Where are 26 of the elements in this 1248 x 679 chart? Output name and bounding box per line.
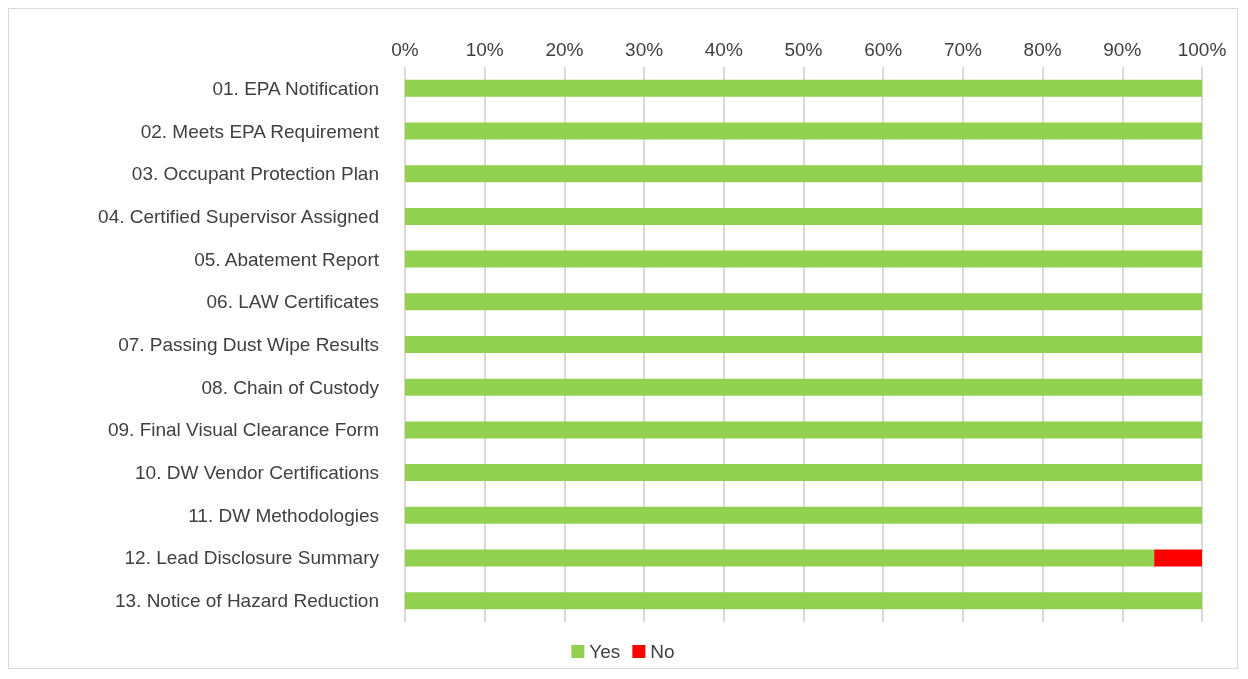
y-tick-label: 10. DW Vendor Certifications	[135, 462, 379, 484]
y-tick-label: 09. Final Visual Clearance Form	[107, 419, 379, 441]
x-tick-label: 70%	[943, 39, 983, 60]
y-tick-label: 04. Certified Supervisor Assigned	[98, 205, 379, 227]
x-tick-label: 60%	[864, 39, 903, 60]
x-tick-label: 100%	[1177, 39, 1227, 60]
y-tick-label: 13. Notice of Hazard Reduction	[114, 590, 379, 612]
y-tick-label: 05. Abatement Report	[194, 248, 380, 270]
x-tick-label: 90%	[1103, 39, 1142, 60]
x-tick-label: 80%	[1023, 39, 1062, 60]
y-tick-label: 12. Lead Disclosure Summary	[124, 547, 380, 569]
legend-label: Yes	[589, 641, 621, 662]
y-tick-label: 07. Passing Dust Wipe Results	[118, 334, 379, 355]
x-tick-label: 0%	[391, 39, 419, 60]
y-tick-label: 01. EPA Notification	[212, 77, 379, 99]
x-tick-label: 20%	[545, 39, 584, 60]
x-tick-label: 30%	[625, 39, 664, 60]
y-tick-label: 08. Chain of Custody	[201, 376, 380, 398]
y-tick-label: 03. Occupant Protection Plan	[131, 163, 379, 185]
x-tick-label: 10%	[465, 39, 504, 60]
y-tick-label: 06. LAW Certificates	[206, 291, 379, 313]
y-tick-label: 02. Meets EPA Requirement	[140, 120, 380, 142]
x-tick-label: 40%	[704, 39, 743, 60]
y-tick-label: 11. DW Methodologies	[188, 504, 379, 526]
x-tick-label: 50%	[784, 39, 823, 60]
legend-label: No	[650, 641, 675, 662]
